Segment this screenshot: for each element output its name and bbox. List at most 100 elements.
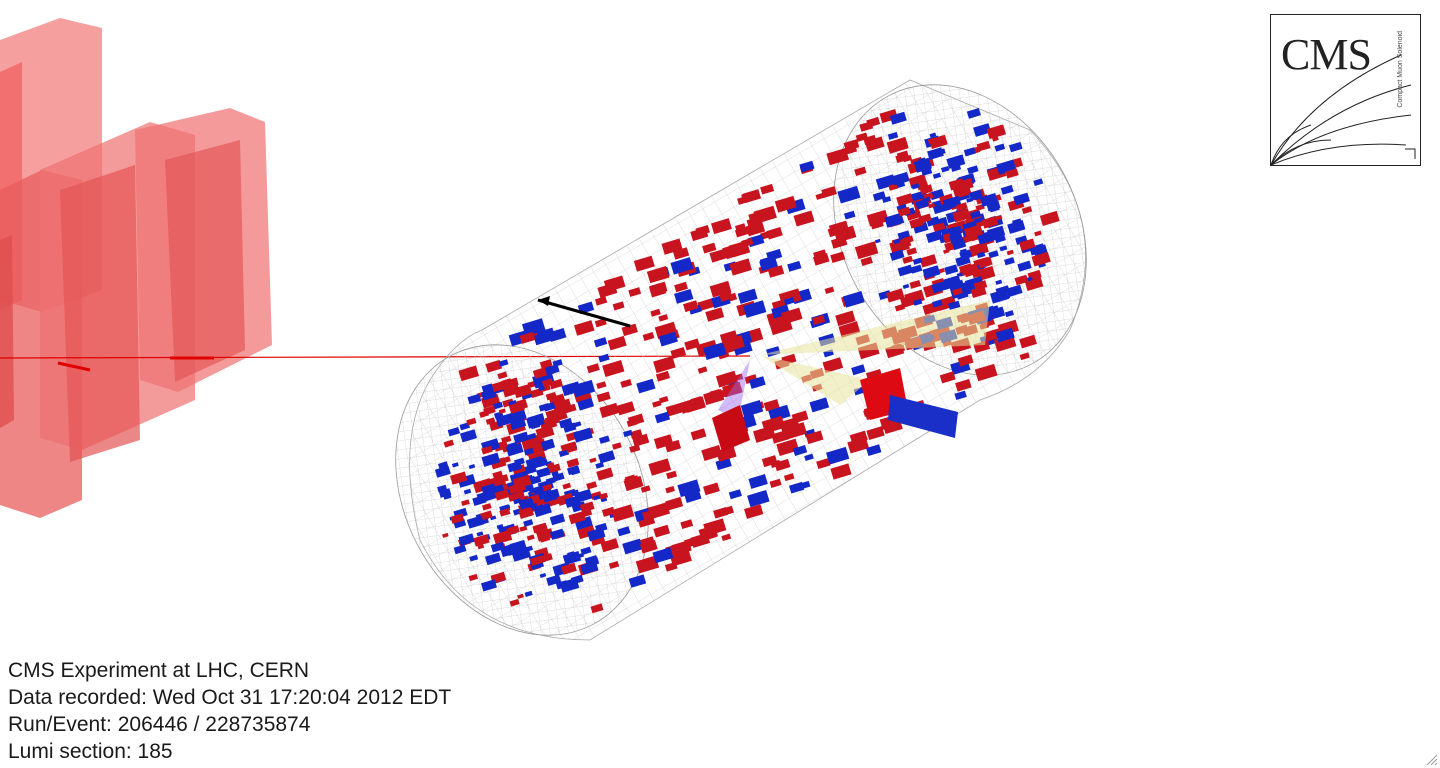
energy-cell [549, 513, 566, 526]
energy-cell [608, 561, 620, 569]
energy-cell [1004, 310, 1014, 318]
energy-cell [598, 450, 616, 464]
energy-cell [652, 547, 674, 564]
energy-cell [628, 287, 642, 297]
energy-cell [544, 364, 560, 376]
energy-cell [776, 438, 799, 456]
energy-cell [546, 462, 555, 469]
energy-cell [636, 378, 656, 394]
energy-cell [578, 530, 588, 538]
energy-cell [719, 330, 739, 345]
energy-cell [1039, 210, 1060, 226]
energy-cell [770, 459, 782, 468]
energy-cell [749, 376, 766, 389]
energy-cell [458, 365, 480, 382]
energy-cell [889, 111, 907, 125]
energy-cell [612, 301, 625, 311]
energy-cell [809, 397, 830, 413]
energy-cell [1031, 251, 1051, 267]
energy-cell [995, 285, 1011, 297]
energy-cell [539, 359, 553, 369]
energy-cell [863, 134, 877, 146]
energy-cell [971, 266, 987, 279]
energy-cell [1005, 168, 1019, 179]
energy-cell [697, 366, 708, 374]
energy-cell [932, 172, 942, 179]
energy-cell [521, 318, 546, 337]
energy-cell [721, 533, 732, 542]
energy-cell [593, 337, 608, 348]
energy-cell [906, 247, 918, 256]
energy-cell [948, 178, 965, 191]
energy-cell [524, 590, 533, 597]
energy-cell [799, 160, 815, 173]
energy-cell [767, 265, 785, 278]
energy-cell [468, 464, 476, 470]
energy-cell [966, 280, 975, 287]
energy-cell [922, 265, 941, 279]
energy-cell [639, 539, 658, 554]
energy-cell [787, 260, 802, 272]
energy-cell [983, 328, 1002, 342]
energy-cell [973, 123, 992, 137]
energy-cell [514, 457, 525, 466]
energy-cell [594, 318, 607, 328]
energy-cell [874, 191, 884, 199]
energy-cell [684, 338, 701, 351]
logo-curves [1271, 54, 1416, 166]
energy-cell [956, 288, 963, 294]
energy-cell [498, 408, 506, 414]
energy-cell [884, 212, 905, 228]
resize-grip-icon[interactable] [1424, 752, 1438, 766]
energy-cell [532, 523, 546, 534]
energy-cell [1013, 192, 1030, 206]
energy-cell [592, 494, 601, 501]
energy-cell [561, 381, 581, 397]
energy-cell [438, 488, 452, 498]
energy-cell [492, 401, 503, 410]
energy-cell [479, 510, 493, 521]
energy-cell [956, 279, 964, 286]
energy-cell [450, 513, 465, 524]
energy-cell [674, 289, 694, 304]
energy-cell [517, 593, 524, 599]
energy-cell [599, 435, 610, 444]
experiment-label: CMS Experiment at LHC, CERN [8, 659, 310, 682]
energy-cell [495, 413, 514, 427]
energy-cell [911, 183, 920, 190]
energy-cell [995, 327, 1015, 343]
energy-cell [566, 458, 580, 468]
energy-cell [705, 307, 725, 322]
muon-track [537, 298, 631, 328]
energy-cell [548, 327, 567, 342]
energy-cell [549, 528, 565, 540]
energy-cell [1032, 244, 1048, 256]
energy-cell [594, 296, 608, 306]
energy-cell [535, 498, 546, 507]
energy-cell [886, 288, 905, 303]
energy-cell [986, 124, 1007, 140]
energy-cell [799, 480, 811, 490]
energy-cell [870, 219, 884, 230]
energy-cell [584, 555, 599, 566]
energy-cell [722, 381, 743, 398]
energy-cell [555, 580, 569, 590]
energy-cell [652, 400, 662, 408]
energy-cell [994, 234, 1006, 244]
energy-cell [449, 471, 468, 485]
energy-cell [948, 300, 961, 311]
energy-cell [434, 465, 451, 478]
energy-cell [897, 206, 911, 217]
energy-cell [690, 227, 709, 242]
energy-cell [737, 288, 758, 304]
energy-cell [658, 331, 678, 347]
energy-cell [922, 196, 931, 203]
energy-cell [702, 242, 717, 254]
energy-cell [518, 507, 534, 519]
energy-cell [658, 396, 669, 404]
energy-cell [944, 264, 959, 276]
energy-cell [624, 475, 640, 487]
lumi-section: Lumi section: 185 [8, 740, 173, 763]
energy-cell [560, 450, 568, 456]
